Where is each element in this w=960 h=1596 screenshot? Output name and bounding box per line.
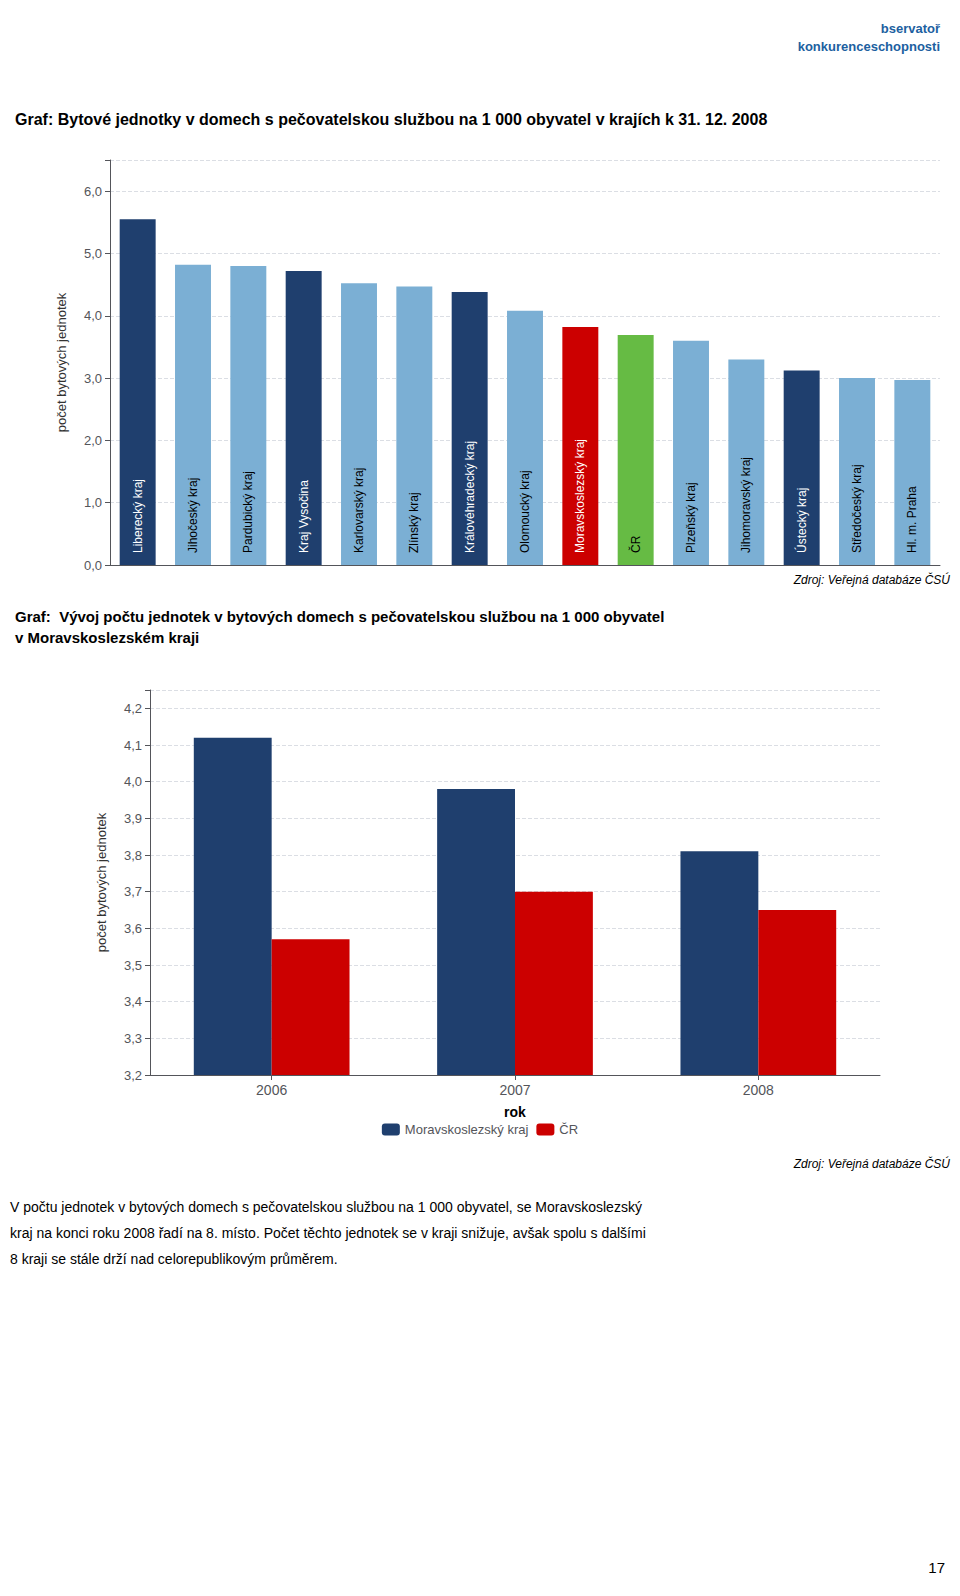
svg-text:rok: rok [504, 1104, 526, 1120]
svg-text:Zdroj: Veřejná databáze ČSÚ: Zdroj: Veřejná databáze ČSÚ [793, 1156, 951, 1171]
svg-text:6,0: 6,0 [84, 184, 102, 199]
svg-text:počet bytových jednotek: počet bytových jednotek [54, 292, 69, 432]
svg-text:3,6: 3,6 [124, 921, 142, 936]
svg-text:Středočeský kraj: Středočeský kraj [850, 464, 864, 553]
svg-text:bservatoř: bservatoř [881, 21, 941, 36]
svg-text:konkurenceschopnosti: konkurenceschopnosti [798, 39, 940, 54]
svg-text:Ústecký kraj: Ústecký kraj [794, 488, 809, 553]
svg-text:Olomoucký kraj: Olomoucký kraj [518, 470, 532, 553]
svg-text:17: 17 [928, 1559, 945, 1576]
svg-text:2006: 2006 [256, 1082, 287, 1098]
svg-text:2007: 2007 [499, 1082, 530, 1098]
svg-text:ČR: ČR [559, 1122, 578, 1137]
svg-text:2008: 2008 [743, 1082, 774, 1098]
svg-text:Moravskoslezský kraj: Moravskoslezský kraj [573, 439, 587, 553]
svg-text:3,9: 3,9 [124, 811, 142, 826]
svg-text:V počtu jednotek v bytových do: V počtu jednotek v bytových domech s peč… [10, 1199, 642, 1215]
svg-text:3,5: 3,5 [124, 958, 142, 973]
svg-text:Kraj Vysočina: Kraj Vysočina [297, 480, 311, 553]
svg-text:Pardubický kraj: Pardubický kraj [241, 471, 255, 553]
svg-text:v Moravskoslezském kraji: v Moravskoslezském kraji [15, 629, 199, 646]
svg-text:Zlínský kraj: Zlínský kraj [407, 492, 421, 553]
svg-text:Liberecký kraj: Liberecký kraj [131, 479, 145, 553]
svg-text:3,8: 3,8 [124, 848, 142, 863]
svg-text:3,2: 3,2 [124, 1068, 142, 1083]
svg-text:ČR: ČR [628, 535, 643, 553]
svg-text:5,0: 5,0 [84, 246, 102, 261]
svg-text:počet bytových jednotek: počet bytových jednotek [94, 812, 109, 952]
svg-text:8 kraji se stále drží nad celo: 8 kraji se stále drží nad celorepublikov… [10, 1251, 338, 1267]
svg-text:Hl. m. Praha: Hl. m. Praha [905, 486, 919, 553]
svg-text:1,0: 1,0 [84, 495, 102, 510]
svg-text:Královéhradecký kraj: Královéhradecký kraj [463, 441, 477, 553]
svg-text:Jihomoravský kraj: Jihomoravský kraj [739, 457, 753, 553]
svg-text:0,0: 0,0 [84, 558, 102, 573]
svg-text:Karlovarský kraj: Karlovarský kraj [352, 468, 366, 553]
svg-text:4,0: 4,0 [124, 774, 142, 789]
svg-text:4,2: 4,2 [124, 701, 142, 716]
svg-text:Jihočeský kraj: Jihočeský kraj [186, 478, 200, 553]
svg-text:Graf: Vývoj počtu jednotek v: Graf: Vývoj počtu jednotek v bytových do… [15, 608, 664, 625]
svg-text:4,0: 4,0 [84, 308, 102, 323]
svg-text:3,7: 3,7 [124, 884, 142, 899]
svg-text:3,3: 3,3 [124, 1031, 142, 1046]
svg-text:kraj na konci roku 2008 řadí n: kraj na konci roku 2008 řadí na 8. místo… [10, 1225, 646, 1241]
svg-text:Graf: Bytové jednotky v domech: Graf: Bytové jednotky v domech s pečovat… [15, 111, 767, 128]
svg-text:2,0: 2,0 [84, 433, 102, 448]
svg-text:3,0: 3,0 [84, 371, 102, 386]
svg-text:Plzeňský kraj: Plzeňský kraj [684, 482, 698, 553]
svg-text:3,4: 3,4 [124, 994, 142, 1009]
svg-text:Zdroj: Veřejná databáze ČSÚ: Zdroj: Veřejná databáze ČSÚ [793, 572, 951, 587]
svg-text:4,1: 4,1 [124, 738, 142, 753]
svg-text:Moravskoslezský kraj: Moravskoslezský kraj [405, 1122, 529, 1137]
